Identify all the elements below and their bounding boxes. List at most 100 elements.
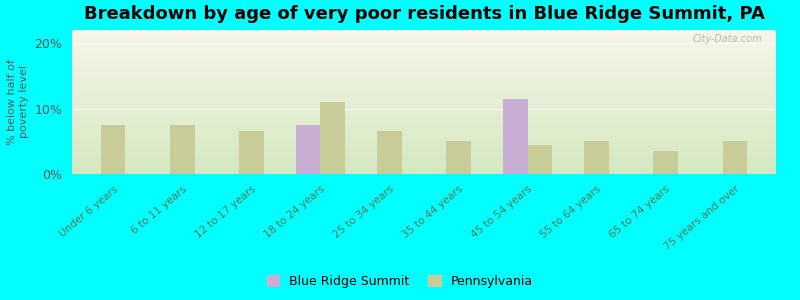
Bar bbox=[72, 147, 776, 148]
Bar bbox=[72, 152, 776, 154]
Bar bbox=[72, 47, 776, 49]
Bar bbox=[72, 121, 776, 122]
Legend: Blue Ridge Summit, Pennsylvania: Blue Ridge Summit, Pennsylvania bbox=[267, 275, 533, 288]
Bar bbox=[72, 72, 776, 73]
Bar bbox=[72, 118, 776, 119]
Bar bbox=[72, 76, 776, 77]
Bar bbox=[72, 144, 776, 145]
Bar bbox=[72, 68, 776, 69]
Bar bbox=[72, 80, 776, 82]
Bar bbox=[72, 148, 776, 149]
Bar bbox=[72, 172, 776, 174]
Bar bbox=[72, 165, 776, 167]
Bar bbox=[72, 30, 776, 31]
Bar bbox=[72, 66, 776, 68]
Bar bbox=[503, 99, 527, 174]
Bar bbox=[72, 167, 776, 168]
Bar bbox=[72, 157, 776, 158]
Bar bbox=[72, 40, 776, 41]
Bar bbox=[72, 135, 776, 136]
Bar bbox=[72, 77, 776, 79]
Bar bbox=[72, 89, 776, 91]
Bar bbox=[72, 62, 776, 63]
Bar bbox=[654, 151, 678, 174]
Bar bbox=[72, 50, 776, 52]
Bar bbox=[72, 86, 776, 88]
Bar bbox=[72, 102, 776, 104]
Bar bbox=[72, 171, 776, 172]
Bar bbox=[72, 163, 776, 164]
Bar bbox=[72, 59, 776, 60]
Bar bbox=[72, 164, 776, 165]
Bar bbox=[72, 132, 776, 134]
Bar bbox=[72, 103, 776, 105]
Bar bbox=[72, 46, 776, 47]
Bar bbox=[72, 43, 776, 44]
Bar bbox=[72, 73, 776, 75]
Bar bbox=[72, 134, 776, 135]
Bar bbox=[72, 53, 776, 55]
Bar bbox=[72, 154, 776, 155]
Bar bbox=[72, 93, 776, 95]
Bar bbox=[72, 44, 776, 46]
Bar bbox=[72, 85, 776, 86]
Bar bbox=[72, 122, 776, 124]
Text: City-Data.com: City-Data.com bbox=[692, 34, 762, 44]
Bar bbox=[102, 125, 126, 174]
Bar bbox=[72, 99, 776, 100]
Bar bbox=[72, 168, 776, 170]
Bar bbox=[585, 141, 609, 174]
Bar bbox=[170, 125, 194, 174]
Bar bbox=[72, 129, 776, 131]
Bar bbox=[72, 141, 776, 142]
Bar bbox=[72, 158, 776, 160]
Bar bbox=[72, 36, 776, 37]
Bar bbox=[72, 57, 776, 59]
Bar bbox=[72, 161, 776, 163]
Bar bbox=[72, 64, 776, 66]
Bar bbox=[72, 116, 776, 118]
Bar bbox=[72, 170, 776, 171]
Bar bbox=[72, 140, 776, 141]
Bar bbox=[72, 69, 776, 70]
Bar bbox=[239, 131, 263, 174]
Bar bbox=[72, 111, 776, 112]
Bar bbox=[72, 83, 776, 85]
Bar bbox=[72, 63, 776, 64]
Bar bbox=[72, 55, 776, 56]
Bar bbox=[72, 96, 776, 98]
Bar bbox=[72, 91, 776, 92]
Bar bbox=[722, 141, 746, 174]
Bar bbox=[72, 151, 776, 152]
Bar bbox=[72, 37, 776, 39]
Bar bbox=[378, 131, 402, 174]
Bar bbox=[72, 79, 776, 80]
Bar bbox=[321, 102, 345, 174]
Bar bbox=[72, 145, 776, 147]
Bar bbox=[72, 105, 776, 106]
Bar bbox=[72, 39, 776, 40]
Bar bbox=[72, 92, 776, 93]
Bar bbox=[527, 145, 552, 174]
Bar bbox=[72, 106, 776, 108]
Bar bbox=[72, 95, 776, 96]
Bar bbox=[72, 56, 776, 57]
Bar bbox=[72, 125, 776, 127]
Bar bbox=[72, 82, 776, 83]
Bar bbox=[72, 112, 776, 113]
Bar bbox=[72, 113, 776, 115]
Bar bbox=[72, 124, 776, 125]
Bar bbox=[72, 119, 776, 121]
Bar bbox=[72, 75, 776, 76]
Bar bbox=[72, 108, 776, 109]
Bar bbox=[72, 138, 776, 140]
Bar bbox=[72, 70, 776, 72]
Bar bbox=[72, 131, 776, 132]
Bar bbox=[72, 32, 776, 33]
Bar bbox=[72, 115, 776, 116]
Title: Breakdown by age of very poor residents in Blue Ridge Summit, PA: Breakdown by age of very poor residents … bbox=[83, 5, 765, 23]
Bar bbox=[72, 142, 776, 144]
Bar bbox=[72, 128, 776, 129]
Bar bbox=[72, 160, 776, 161]
Bar bbox=[72, 109, 776, 111]
